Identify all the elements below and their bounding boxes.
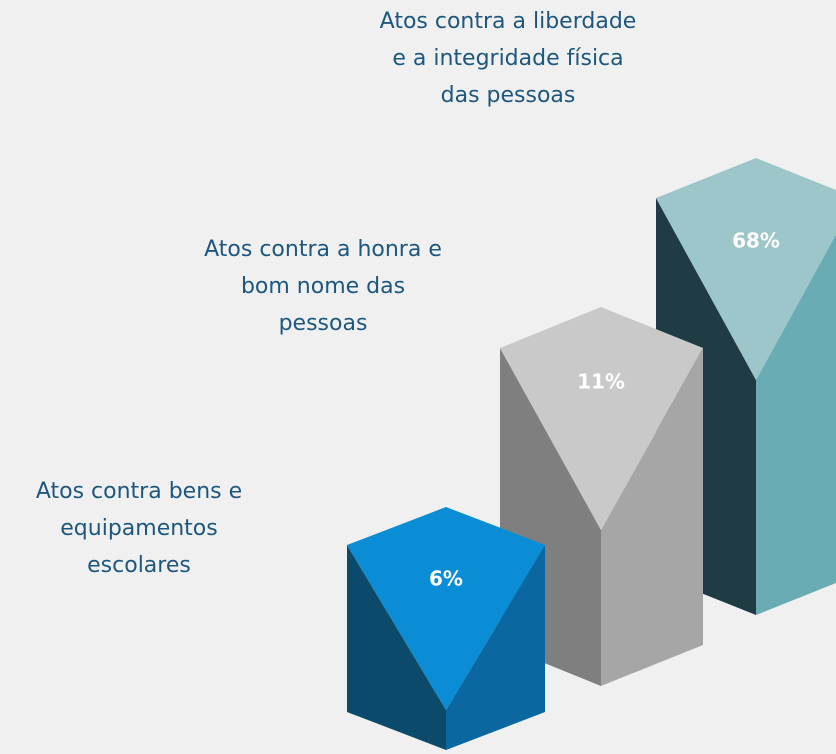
prism-top-face [347,507,545,710]
value-label: 11% [577,370,625,394]
category-label: escolares [87,553,191,578]
prism [347,507,545,750]
category-label: das pessoas [441,83,576,108]
category-label: bom nome das [241,274,405,299]
category-label: pessoas [279,311,368,336]
prism-top-face [656,158,836,380]
category-label: Atos contra a liberdade [380,9,637,34]
category-label: Atos contra a honra e [204,237,442,262]
prism-right-face [446,545,545,750]
category-label: Atos contra bens e [36,479,242,504]
prism [500,307,703,686]
prism-right-face [601,348,703,686]
value-label: 68% [732,229,780,253]
prism-left-face [347,545,446,750]
prism-top-face [500,307,703,530]
category-label: e a integridade física [392,46,623,71]
prism-right-face [756,234,836,615]
value-label: 6% [429,567,463,591]
category-label: equipamentos [60,516,217,541]
